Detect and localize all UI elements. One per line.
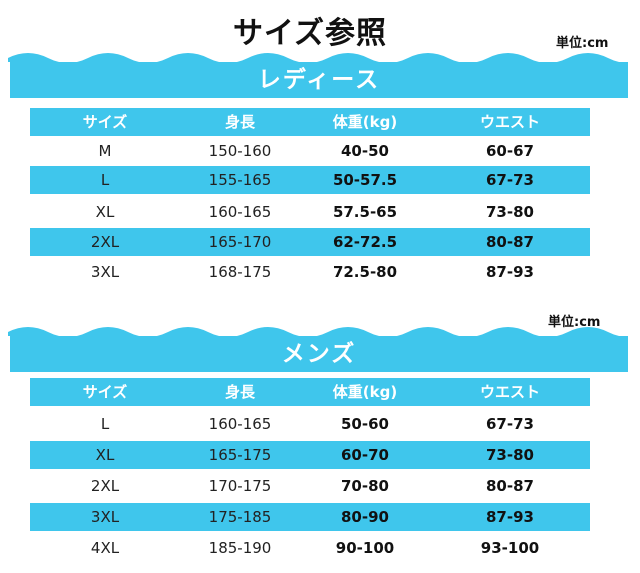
table-row: M 150-160 40-50 60-67: [30, 137, 590, 165]
size-cell: XL: [95, 203, 115, 221]
waist-cell: 67-73: [486, 171, 534, 189]
header-waist: ウエスト: [479, 383, 540, 401]
size-cell: 2XL: [90, 233, 120, 251]
page-title: サイズ参照: [232, 16, 388, 51]
header-size: サイズ: [82, 383, 128, 401]
table-row: L 160-165 50-60 67-73: [30, 410, 590, 438]
weight-cell: 62-72.5: [332, 233, 398, 251]
size-cell: L: [100, 171, 110, 189]
waist-cell: 80-87: [486, 233, 534, 251]
height-cell: 185-190: [208, 539, 272, 557]
height-cell: 168-175: [208, 263, 272, 281]
waist-cell: 87-93: [486, 263, 534, 281]
waist-cell: 93-100: [480, 539, 540, 557]
mens-banner: メンズ: [10, 336, 628, 372]
table-row: 2XL 165-170 62-72.5 80-87: [30, 228, 590, 256]
waist-cell: 60-67: [486, 142, 534, 160]
weight-cell: 70-80: [341, 477, 389, 495]
table-row: 2XL 170-175 70-80 80-87: [30, 472, 590, 500]
table-row: XL 165-175 60-70 73-80: [30, 441, 590, 469]
header-height: 身長: [224, 113, 255, 131]
size-cell: 4XL: [90, 539, 120, 557]
header-size: サイズ: [82, 113, 128, 131]
table-row: 4XL 185-190 90-100 93-100: [30, 534, 590, 562]
height-cell: 150-160: [208, 142, 272, 160]
weight-cell: 60-70: [341, 446, 389, 464]
size-cell: 2XL: [90, 477, 120, 495]
unit-label-ladies: 単位:cm: [556, 36, 609, 51]
size-cell: L: [100, 415, 110, 433]
height-cell: 160-165: [208, 415, 272, 433]
waist-cell: 80-87: [486, 477, 534, 495]
header-weight: 体重(kg): [332, 383, 398, 401]
weight-cell: 40-50: [341, 142, 389, 160]
height-cell: 170-175: [208, 477, 272, 495]
waist-cell: 73-80: [486, 446, 534, 464]
height-cell: 165-175: [208, 446, 272, 464]
wave-decoration: [8, 53, 630, 62]
size-cell: 3XL: [90, 263, 120, 281]
height-cell: 160-165: [208, 203, 272, 221]
weight-cell: 90-100: [335, 539, 395, 557]
height-cell: 165-170: [208, 233, 272, 251]
weight-cell: 50-60: [341, 415, 389, 433]
size-cell: M: [98, 142, 112, 160]
header-weight: 体重(kg): [332, 113, 398, 131]
height-cell: 155-165: [208, 171, 272, 189]
waist-cell: 73-80: [486, 203, 534, 221]
height-cell: 175-185: [208, 508, 272, 526]
size-cell: 3XL: [90, 508, 120, 526]
waist-cell: 67-73: [486, 415, 534, 433]
weight-cell: 80-90: [341, 508, 389, 526]
table-row: 3XL 168-175 72.5-80 87-93: [30, 258, 590, 286]
ladies-banner: レディース: [10, 62, 628, 98]
header-height: 身長: [224, 383, 255, 401]
weight-cell: 50-57.5: [332, 171, 398, 189]
waist-cell: 87-93: [486, 508, 534, 526]
size-cell: XL: [95, 446, 115, 464]
weight-cell: 57.5-65: [332, 203, 398, 221]
table-row: 3XL 175-185 80-90 87-93: [30, 503, 590, 531]
mens-header-row: サイズ 身長 体重(kg) ウエスト: [30, 378, 590, 406]
unit-label-mens: 単位:cm: [548, 315, 601, 330]
weight-cell: 72.5-80: [332, 263, 398, 281]
ladies-header-row: サイズ 身長 体重(kg) ウエスト: [30, 108, 590, 136]
table-row: XL 160-165 57.5-65 73-80: [30, 198, 590, 226]
table-row: L 155-165 50-57.5 67-73: [30, 166, 590, 194]
wave-decoration: [8, 327, 630, 336]
header-waist: ウエスト: [479, 113, 540, 131]
